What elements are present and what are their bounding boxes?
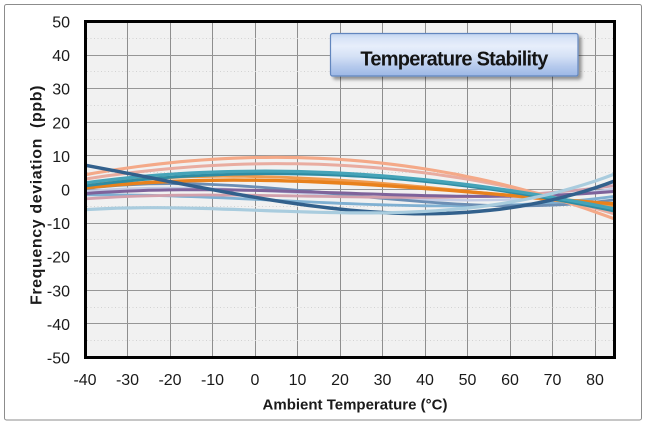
svg-text:20: 20 (52, 115, 70, 132)
svg-text:Temperature Stability: Temperature Stability (360, 49, 549, 71)
svg-text:60: 60 (501, 372, 519, 389)
svg-text:40: 40 (52, 48, 70, 65)
svg-text:-10: -10 (47, 216, 70, 233)
svg-text:-40: -40 (73, 372, 96, 389)
svg-text:10: 10 (289, 372, 307, 389)
svg-text:0: 0 (251, 372, 260, 389)
svg-text:Ambient Temperature (°C): Ambient Temperature (°C) (263, 397, 448, 414)
svg-text:-20: -20 (47, 250, 70, 267)
svg-text:-10: -10 (201, 372, 224, 389)
svg-text:50: 50 (459, 372, 477, 389)
svg-text:0: 0 (61, 183, 70, 200)
svg-text:50: 50 (52, 15, 70, 32)
svg-text:-50: -50 (47, 351, 70, 368)
svg-text:20: 20 (331, 372, 349, 389)
svg-text:-20: -20 (158, 372, 181, 389)
svg-text:80: 80 (586, 372, 604, 389)
svg-text:-30: -30 (116, 372, 139, 389)
svg-text:-40: -40 (47, 317, 70, 334)
svg-text:30: 30 (374, 372, 392, 389)
svg-text:70: 70 (544, 372, 562, 389)
svg-text:10: 10 (52, 149, 70, 166)
svg-text:-30: -30 (47, 283, 70, 300)
svg-text:40: 40 (416, 372, 434, 389)
svg-text:30: 30 (52, 82, 70, 99)
svg-text:Frequency deviation (ppb): Frequency deviation (ppb) (29, 85, 46, 305)
